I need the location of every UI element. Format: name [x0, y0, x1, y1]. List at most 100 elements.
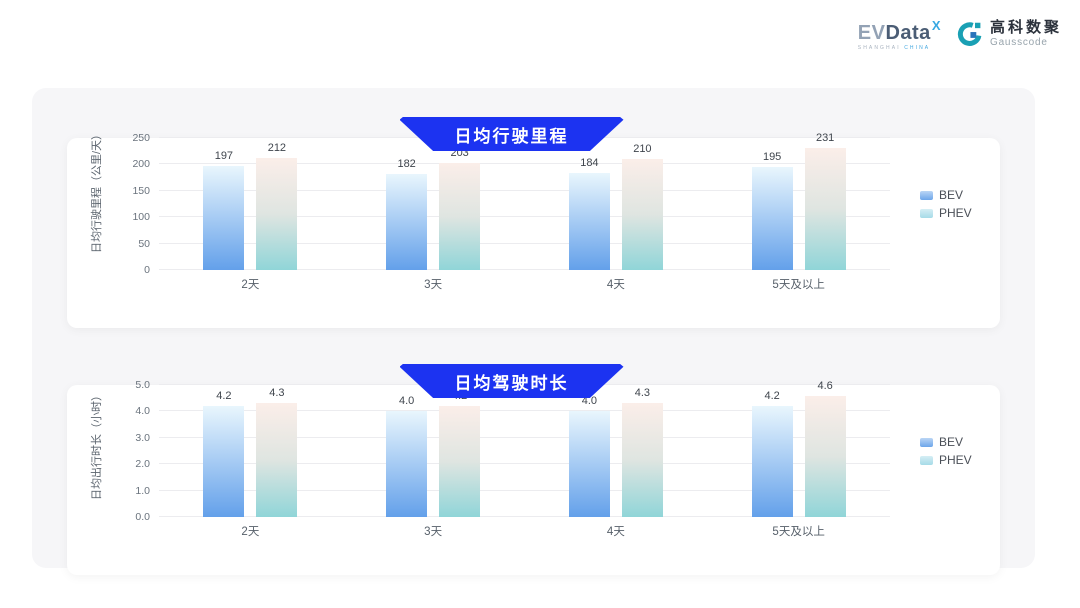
plot-area: 4.2 4.3 2天 4.0 4.2 3天 4.0 4.3 4天 4.2 4.6 5天及以上 [159, 380, 890, 538]
bar-chart-daily-mileage: 日均行驶里程（公里/天） 0 50 100 150 200 250 197 212 2天 182… [81, 128, 1000, 291]
bar-group: 4.2 4.6 5天及以上 [707, 380, 890, 538]
bar-phev-5天及以上[interactable]: 4.6 [804, 380, 846, 517]
legend-swatch [920, 437, 933, 447]
bar-phev-3天[interactable]: 203 [439, 147, 481, 270]
chart-title: 日均驾驶时长 [454, 373, 569, 393]
category-label: 2天 [241, 279, 260, 291]
chart-card-daily-mileage: 日均行驶里程 日均行驶里程（公里/天） 0 50 100 150 200 250 197 2… [67, 117, 1000, 328]
bar-value-label: 197 [214, 149, 234, 162]
evdata-subtitle: SHANGHAI CHINA [858, 45, 930, 51]
chart-title: 日均行驶里程 [454, 126, 569, 146]
y-axis-ticks: 0.0 1.0 2.0 3.0 4.0 5.0 [111, 379, 159, 523]
gausscode-en-name: Gausscode [989, 36, 1048, 48]
evdata-wordmark: EVDataX [858, 16, 941, 43]
bar-value-label: 4.2 [216, 390, 232, 403]
bar-chart-daily-driving-duration: 日均出行时长（小时） 0.0 1.0 2.0 3.0 4.0 5.0 4.2 4.3 2天 4.… [81, 379, 1000, 538]
legend-item-bev[interactable]: BEV [920, 188, 1000, 202]
legend-item-phev[interactable]: PHEV [920, 453, 1000, 467]
gridline [159, 410, 890, 412]
bar-group: 4.0 4.2 3天 [342, 385, 525, 538]
bar-value-label: 210 [633, 143, 652, 156]
bar-value-label: 4.3 [634, 387, 651, 400]
chart-title-banner: 日均行驶里程 [399, 117, 624, 151]
y-tick-label: 50 [138, 237, 150, 250]
chart-title-banner: 日均驾驶时长 [399, 364, 624, 398]
bar-pair: 184 210 [525, 138, 708, 270]
y-tick-label: 5.0 [135, 379, 150, 391]
bar-group: 4.0 4.3 4天 [525, 385, 708, 538]
evdata-subtitle-china: CHINA [904, 45, 931, 51]
bar-bev-3天[interactable]: 4.0 [386, 395, 428, 517]
bar-value-label: 4.0 [581, 395, 598, 408]
bar-value-label: 212 [267, 142, 287, 155]
y-axis-ticks: 0 50 100 150 200 250 [111, 132, 159, 276]
gridline [159, 189, 890, 191]
bar-phev-4天[interactable]: 210 [621, 143, 663, 270]
bar-pair: 4.2 4.6 [707, 380, 890, 517]
gausscode-icon [957, 21, 982, 46]
legend-label: PHEV [939, 206, 972, 220]
bar-pair: 4.0 4.2 [342, 385, 525, 517]
y-axis-title: 日均行驶里程（公里/天） [91, 128, 103, 253]
bar-bev-5天及以上[interactable]: 195 [751, 151, 793, 270]
bar-group: 182 203 3天 [342, 138, 525, 291]
gridline [159, 163, 890, 165]
evdata-data-text: Data [885, 22, 931, 44]
legend-swatch [920, 208, 933, 218]
bar-phev-2天[interactable]: 212 [256, 142, 298, 270]
bar-bev-2天[interactable]: 4.2 [203, 390, 245, 517]
category-label: 2天 [241, 526, 260, 538]
bar-value-label: 231 [815, 132, 835, 145]
legend-item-bev[interactable]: BEV [920, 435, 1000, 449]
charts-container: 日均行驶里程 日均行驶里程（公里/天） 0 50 100 150 200 250 197 2… [32, 88, 1035, 575]
y-tick-label: 3.0 [135, 431, 150, 444]
bar-pair: 4.2 4.3 [159, 385, 342, 517]
logo-bar: EVDataX SHANGHAI CHINA 高科数聚 Gausscode [858, 16, 1062, 51]
bar-group: 197 212 2天 [159, 138, 342, 291]
y-tick-label: 100 [132, 211, 150, 224]
gridline [159, 516, 890, 517]
category-label: 4天 [606, 279, 625, 291]
bar-group: 195 231 5天及以上 [707, 132, 890, 291]
y-tick-label: 200 [132, 158, 150, 171]
bar-bev-3天[interactable]: 182 [386, 158, 428, 270]
bar-pair: 195 231 [707, 132, 890, 270]
gausscode-text: 高科数聚 Gausscode [989, 18, 1062, 48]
chart-card-daily-driving-duration: 日均驾驶时长 日均出行时长（小时） 0.0 1.0 2.0 3.0 4.0 5.0 4.2… [67, 364, 1000, 575]
bar-bev-2天[interactable]: 197 [203, 150, 245, 270]
evdata-x-icon: X [931, 18, 941, 33]
legend-item-phev[interactable]: PHEV [920, 206, 1000, 220]
bar-bev-5天及以上[interactable]: 4.2 [751, 390, 793, 517]
category-label: 3天 [424, 279, 443, 291]
bar-value-label: 4.3 [269, 387, 285, 400]
bar-phev-3天[interactable]: 4.2 [439, 390, 481, 517]
bar-pair: 4.0 4.3 [525, 385, 708, 517]
gridline [159, 216, 890, 218]
legend-swatch [920, 455, 933, 465]
legend-swatch [920, 190, 933, 200]
bar-phev-4天[interactable]: 4.3 [621, 387, 663, 517]
legend-label: PHEV [939, 453, 972, 467]
bar-group: 184 210 4天 [525, 138, 708, 291]
y-tick-label: 1.0 [135, 484, 150, 497]
y-tick-label: 250 [132, 132, 150, 144]
bar-bev-4天[interactable]: 4.0 [568, 395, 610, 517]
gridline [159, 242, 890, 244]
evdata-logo: EVDataX SHANGHAI CHINA [858, 16, 941, 51]
bar-value-label: 182 [397, 157, 416, 170]
legend: BEV PHEV [900, 138, 1000, 270]
y-tick-label: 0 [144, 264, 150, 276]
bar-phev-5天及以上[interactable]: 231 [804, 132, 846, 270]
y-tick-label: 2.0 [135, 458, 150, 471]
category-label: 3天 [424, 526, 443, 538]
bar-value-label: 195 [762, 151, 782, 164]
bar-pair: 182 203 [342, 138, 525, 270]
bar-phev-2天[interactable]: 4.3 [256, 387, 298, 517]
gausscode-cn-name: 高科数聚 [989, 18, 1062, 36]
evdata-ev-text: EV [857, 22, 886, 44]
plot-area: 197 212 2天 182 203 3天 184 210 4天 195 231 5天及以上 [159, 132, 890, 291]
legend: BEV PHEV [900, 385, 1000, 517]
bar-bev-4天[interactable]: 184 [568, 157, 610, 270]
bar-value-label: 4.0 [398, 395, 415, 408]
